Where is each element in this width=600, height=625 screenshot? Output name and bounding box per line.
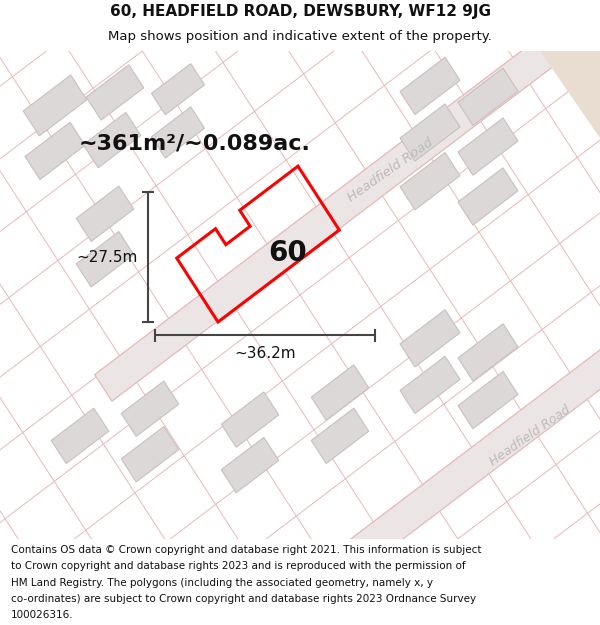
Text: ~27.5m: ~27.5m (77, 249, 138, 264)
Polygon shape (86, 65, 144, 120)
Polygon shape (221, 392, 279, 448)
Polygon shape (76, 186, 134, 241)
Polygon shape (458, 371, 518, 429)
Text: 100026316.: 100026316. (11, 611, 73, 621)
Text: 60, HEADFIELD ROAD, DEWSBURY, WF12 9JG: 60, HEADFIELD ROAD, DEWSBURY, WF12 9JG (110, 4, 491, 19)
Polygon shape (307, 262, 600, 599)
Text: ~361m²/~0.089ac.: ~361m²/~0.089ac. (79, 133, 311, 153)
Polygon shape (400, 104, 460, 161)
Text: to Crown copyright and database rights 2023 and is reproduced with the permissio: to Crown copyright and database rights 2… (11, 561, 466, 571)
Text: Map shows position and indicative extent of the property.: Map shows position and indicative extent… (108, 31, 492, 43)
Text: 60: 60 (269, 239, 307, 267)
Polygon shape (95, 0, 600, 401)
Polygon shape (121, 426, 179, 482)
Text: HM Land Registry. The polygons (including the associated geometry, namely x, y: HM Land Registry. The polygons (includin… (11, 578, 433, 587)
Polygon shape (51, 408, 109, 464)
Polygon shape (151, 107, 205, 158)
Polygon shape (400, 310, 460, 367)
Text: ~36.2m: ~36.2m (234, 346, 296, 361)
Polygon shape (25, 122, 85, 179)
Polygon shape (458, 68, 518, 126)
Text: Headfield Road: Headfield Road (487, 403, 573, 469)
Polygon shape (23, 75, 87, 136)
Polygon shape (540, 51, 600, 138)
Polygon shape (458, 324, 518, 381)
Polygon shape (121, 381, 179, 436)
Polygon shape (400, 356, 460, 414)
Polygon shape (221, 438, 279, 493)
Text: Headfield Road: Headfield Road (345, 136, 435, 205)
Polygon shape (76, 231, 134, 287)
Text: co-ordinates) are subject to Crown copyright and database rights 2023 Ordnance S: co-ordinates) are subject to Crown copyr… (11, 594, 476, 604)
Text: Contains OS data © Crown copyright and database right 2021. This information is : Contains OS data © Crown copyright and d… (11, 545, 481, 555)
Polygon shape (311, 408, 369, 464)
Polygon shape (400, 58, 460, 114)
Polygon shape (83, 112, 141, 168)
Polygon shape (151, 64, 205, 115)
Polygon shape (458, 118, 518, 175)
Polygon shape (311, 365, 369, 420)
Polygon shape (400, 152, 460, 210)
Polygon shape (458, 168, 518, 225)
